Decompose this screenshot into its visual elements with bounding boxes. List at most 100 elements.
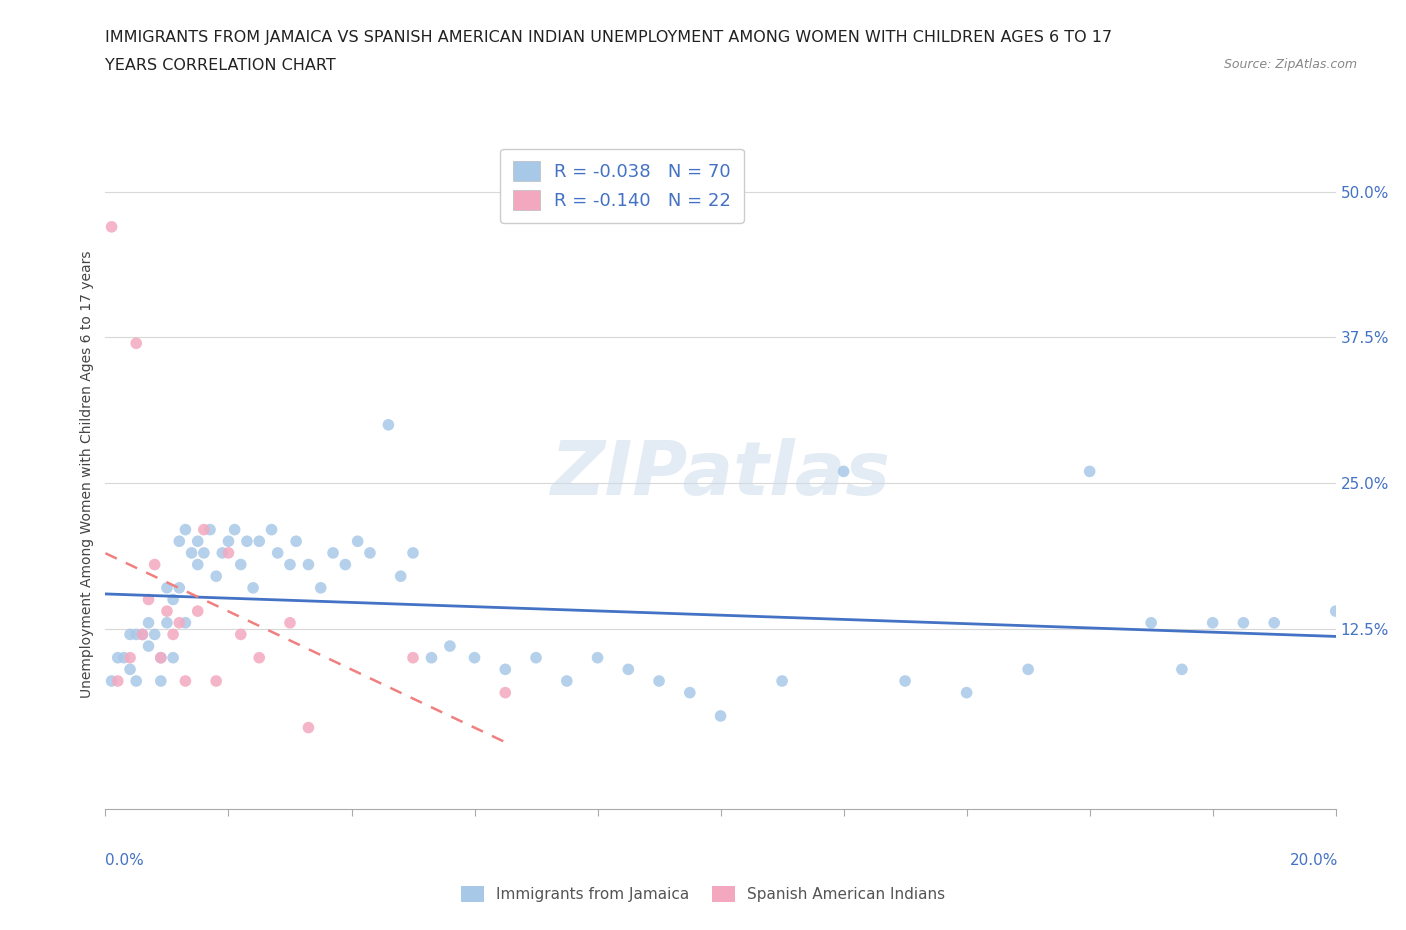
Point (770, 673, 793, 688)
Point (956, 685, 979, 700)
Point (138, 592, 160, 607)
Point (297, 720, 319, 735)
Point (174, 616, 197, 631)
Point (894, 673, 917, 688)
Point (236, 534, 259, 549)
Point (138, 639, 160, 654)
Point (389, 569, 412, 584)
Point (143, 557, 166, 572)
Point (1263, 616, 1285, 631)
Point (100, 219, 122, 234)
Point (125, 627, 148, 642)
Point (120, 627, 141, 642)
Point (125, 336, 148, 351)
Point (224, 522, 246, 537)
Point (169, 580, 191, 595)
Point (149, 650, 172, 665)
Point (120, 662, 141, 677)
Text: IMMIGRANTS FROM JAMAICA VS SPANISH AMERICAN INDIAN UNEMPLOYMENT AMONG WOMEN WITH: IMMIGRANTS FROM JAMAICA VS SPANISH AMERI… (105, 30, 1112, 45)
Point (229, 557, 252, 572)
Point (322, 546, 344, 561)
Point (617, 662, 640, 677)
Point (494, 685, 516, 700)
Point (125, 673, 148, 688)
Point (187, 557, 209, 572)
Point (156, 616, 179, 631)
Text: ZIPatlas: ZIPatlas (551, 438, 890, 511)
Point (131, 627, 153, 642)
Point (187, 604, 209, 618)
Point (1140, 616, 1163, 631)
Point (162, 650, 184, 665)
Point (156, 580, 179, 595)
Point (710, 709, 733, 724)
Point (169, 616, 191, 631)
Point (193, 546, 215, 561)
Point (439, 639, 461, 654)
Point (218, 534, 240, 549)
Point (205, 569, 228, 584)
Point (402, 650, 425, 665)
Point (1201, 616, 1223, 631)
Point (198, 522, 221, 537)
Point (131, 627, 153, 642)
Point (1324, 604, 1347, 618)
Point (1171, 662, 1194, 677)
Point (247, 650, 270, 665)
Point (112, 650, 135, 665)
Point (648, 673, 671, 688)
Point (346, 534, 368, 549)
Legend: R = -0.038   N = 70, R = -0.140   N = 22: R = -0.038 N = 70, R = -0.140 N = 22 (501, 149, 744, 222)
Point (100, 673, 122, 688)
Point (278, 557, 301, 572)
Point (162, 627, 184, 642)
Point (278, 616, 301, 631)
Text: 20.0%: 20.0% (1291, 853, 1339, 868)
Point (156, 604, 179, 618)
Point (149, 650, 172, 665)
Point (247, 534, 270, 549)
Point (377, 418, 399, 432)
Point (169, 534, 191, 549)
Point (120, 650, 141, 665)
Point (260, 522, 283, 537)
Point (138, 616, 160, 631)
Point (218, 546, 240, 561)
Point (174, 522, 197, 537)
Point (107, 673, 129, 688)
Point (524, 650, 547, 665)
Point (359, 546, 381, 561)
Y-axis label: Unemployment Among Women with Children Ages 6 to 17 years: Unemployment Among Women with Children A… (80, 250, 94, 698)
Point (494, 662, 516, 677)
Point (193, 522, 215, 537)
Point (107, 650, 129, 665)
Point (187, 534, 209, 549)
Point (586, 650, 609, 665)
Point (205, 673, 228, 688)
Point (242, 580, 264, 595)
Point (285, 534, 308, 549)
Point (143, 627, 166, 642)
Point (267, 546, 290, 561)
Point (464, 650, 486, 665)
Point (174, 673, 197, 688)
Point (180, 546, 202, 561)
Text: YEARS CORRELATION CHART: YEARS CORRELATION CHART (105, 58, 336, 73)
Point (162, 592, 184, 607)
Point (555, 673, 578, 688)
Point (297, 557, 319, 572)
Point (149, 673, 172, 688)
Point (832, 464, 855, 479)
Point (1078, 464, 1101, 479)
Point (420, 650, 443, 665)
Point (1017, 662, 1039, 677)
Point (309, 580, 332, 595)
Point (211, 546, 233, 561)
Point (229, 627, 252, 642)
Point (679, 685, 702, 700)
Point (1232, 616, 1254, 631)
Point (335, 557, 357, 572)
Point (402, 546, 425, 561)
Text: 0.0%: 0.0% (105, 853, 145, 868)
Legend: Immigrants from Jamaica, Spanish American Indians: Immigrants from Jamaica, Spanish America… (454, 880, 952, 909)
